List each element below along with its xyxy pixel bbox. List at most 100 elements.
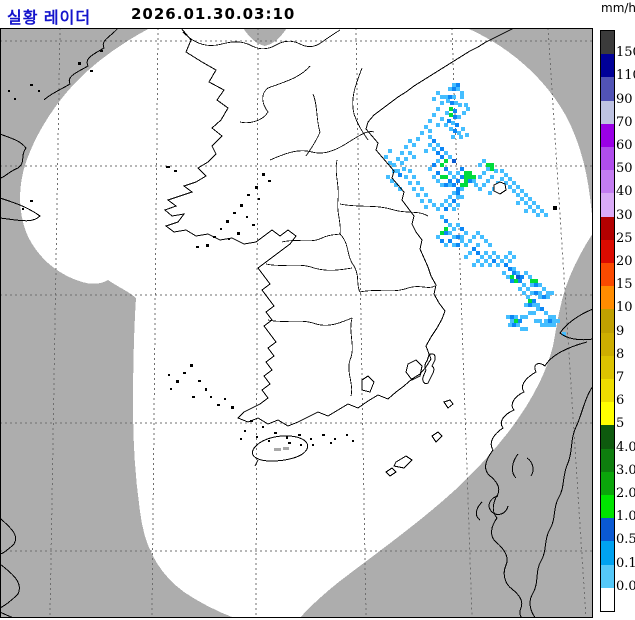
scale-label: 30 bbox=[616, 207, 633, 223]
precip-echo-cell bbox=[514, 315, 518, 319]
precip-echo-cell bbox=[444, 243, 448, 247]
small-island bbox=[252, 224, 255, 226]
admin-border bbox=[335, 159, 341, 235]
precip-echo-cell bbox=[386, 175, 390, 179]
scale-segment bbox=[601, 170, 614, 194]
precip-echo-cell bbox=[508, 185, 512, 189]
precip-echo-cell bbox=[460, 235, 464, 239]
coastline bbox=[485, 341, 588, 618]
jeju-terrain-mark bbox=[283, 447, 289, 450]
precip-echo-cell bbox=[448, 223, 452, 227]
precip-echo-cell bbox=[508, 251, 512, 255]
precip-echo-cell bbox=[520, 197, 524, 201]
admin-border bbox=[265, 263, 353, 271]
precip-echo-cell bbox=[452, 95, 456, 99]
precip-echo-cell bbox=[510, 279, 514, 283]
precip-echo-cell bbox=[453, 115, 457, 119]
precip-echo-cell bbox=[396, 169, 400, 173]
precip-echo-cell bbox=[542, 295, 546, 299]
precip-echo-cell bbox=[432, 175, 436, 179]
precip-echo-cell bbox=[461, 127, 465, 131]
precip-echo-cell bbox=[476, 243, 480, 247]
precip-echo-cell bbox=[412, 143, 416, 147]
scale-segment bbox=[601, 31, 614, 55]
precip-echo-cell bbox=[444, 219, 448, 223]
precip-echo-cell bbox=[440, 183, 444, 187]
precip-echo-cell bbox=[534, 279, 538, 283]
precip-echo-cell bbox=[480, 263, 484, 267]
scale-unit-label: mm/h bbox=[601, 1, 635, 15]
precip-echo-cell bbox=[444, 159, 448, 163]
precip-echo-cell bbox=[432, 113, 436, 117]
precip-echo-cell bbox=[518, 279, 522, 283]
precip-echo-cell bbox=[428, 135, 432, 139]
precip-echo-cell bbox=[512, 271, 516, 275]
precip-echo-cell bbox=[502, 271, 506, 275]
small-island bbox=[298, 434, 301, 436]
small-island bbox=[262, 173, 265, 176]
precip-echo-cell bbox=[448, 171, 452, 175]
precip-echo-cell bbox=[398, 173, 402, 177]
coastline bbox=[405, 359, 423, 381]
no-coverage-area bbox=[243, 28, 287, 46]
small-island bbox=[256, 436, 258, 438]
scale-segment bbox=[601, 564, 614, 588]
precip-echo-cell bbox=[420, 187, 424, 191]
precip-echo-cell bbox=[432, 147, 436, 151]
precip-echo-cell bbox=[488, 243, 492, 247]
no-coverage-area bbox=[467, 28, 593, 228]
precip-echo-cell bbox=[532, 209, 536, 213]
precip-echo-cell bbox=[540, 209, 544, 213]
coastline bbox=[0, 563, 20, 609]
precip-echo-cell bbox=[392, 163, 396, 167]
precip-echo-cell bbox=[457, 115, 461, 119]
precip-echo-cell bbox=[520, 315, 524, 319]
precip-echo-cell bbox=[388, 149, 392, 153]
precip-echo-cell bbox=[512, 189, 516, 193]
precip-echo-cell bbox=[528, 299, 532, 303]
precip-echo-cell bbox=[466, 107, 470, 111]
scale-segment bbox=[601, 216, 614, 240]
small-island bbox=[213, 236, 216, 238]
precip-echo-cell bbox=[524, 201, 528, 205]
scale-segment bbox=[601, 332, 614, 356]
precip-echo-cell bbox=[404, 145, 408, 149]
precip-echo-cell bbox=[451, 121, 455, 125]
precip-echo-cell bbox=[428, 143, 432, 147]
small-island bbox=[38, 90, 40, 92]
small-island bbox=[210, 396, 212, 398]
precip-echo-cell bbox=[448, 195, 452, 199]
admin-border bbox=[239, 65, 311, 124]
small-island bbox=[330, 442, 332, 444]
precip-echo-cell bbox=[444, 227, 448, 231]
precip-echo-cell bbox=[546, 295, 550, 299]
observation-datetime: 2026.01.30.03:10 bbox=[131, 5, 296, 23]
precip-echo-cell bbox=[552, 315, 556, 319]
small-island bbox=[226, 220, 229, 223]
admin-border bbox=[339, 203, 429, 217]
scale-label: 20 bbox=[616, 254, 633, 269]
coastline bbox=[361, 375, 375, 393]
scale-label: 60 bbox=[616, 138, 633, 153]
scale-segment bbox=[601, 193, 614, 217]
precip-echo-cell bbox=[562, 332, 566, 336]
precip-echo-cell bbox=[524, 193, 528, 197]
scale-label: 0.5 bbox=[616, 532, 635, 548]
small-island bbox=[244, 430, 246, 432]
scale-segment bbox=[601, 379, 614, 403]
small-island bbox=[268, 180, 271, 182]
coastline bbox=[0, 133, 27, 179]
precip-echo-cell bbox=[548, 323, 552, 327]
precip-echo-cell bbox=[510, 275, 514, 279]
scale-segment bbox=[601, 309, 614, 333]
small-island bbox=[233, 212, 236, 214]
precip-echo-cell bbox=[452, 175, 456, 179]
precip-echo-cell bbox=[472, 235, 476, 239]
precip-echo-cell bbox=[508, 259, 512, 263]
small-island bbox=[258, 198, 260, 200]
longitude-gridline bbox=[547, 28, 587, 618]
precip-echo-cell bbox=[488, 255, 492, 259]
precip-echo-cell bbox=[468, 239, 472, 243]
precip-echo-cell bbox=[468, 179, 472, 183]
